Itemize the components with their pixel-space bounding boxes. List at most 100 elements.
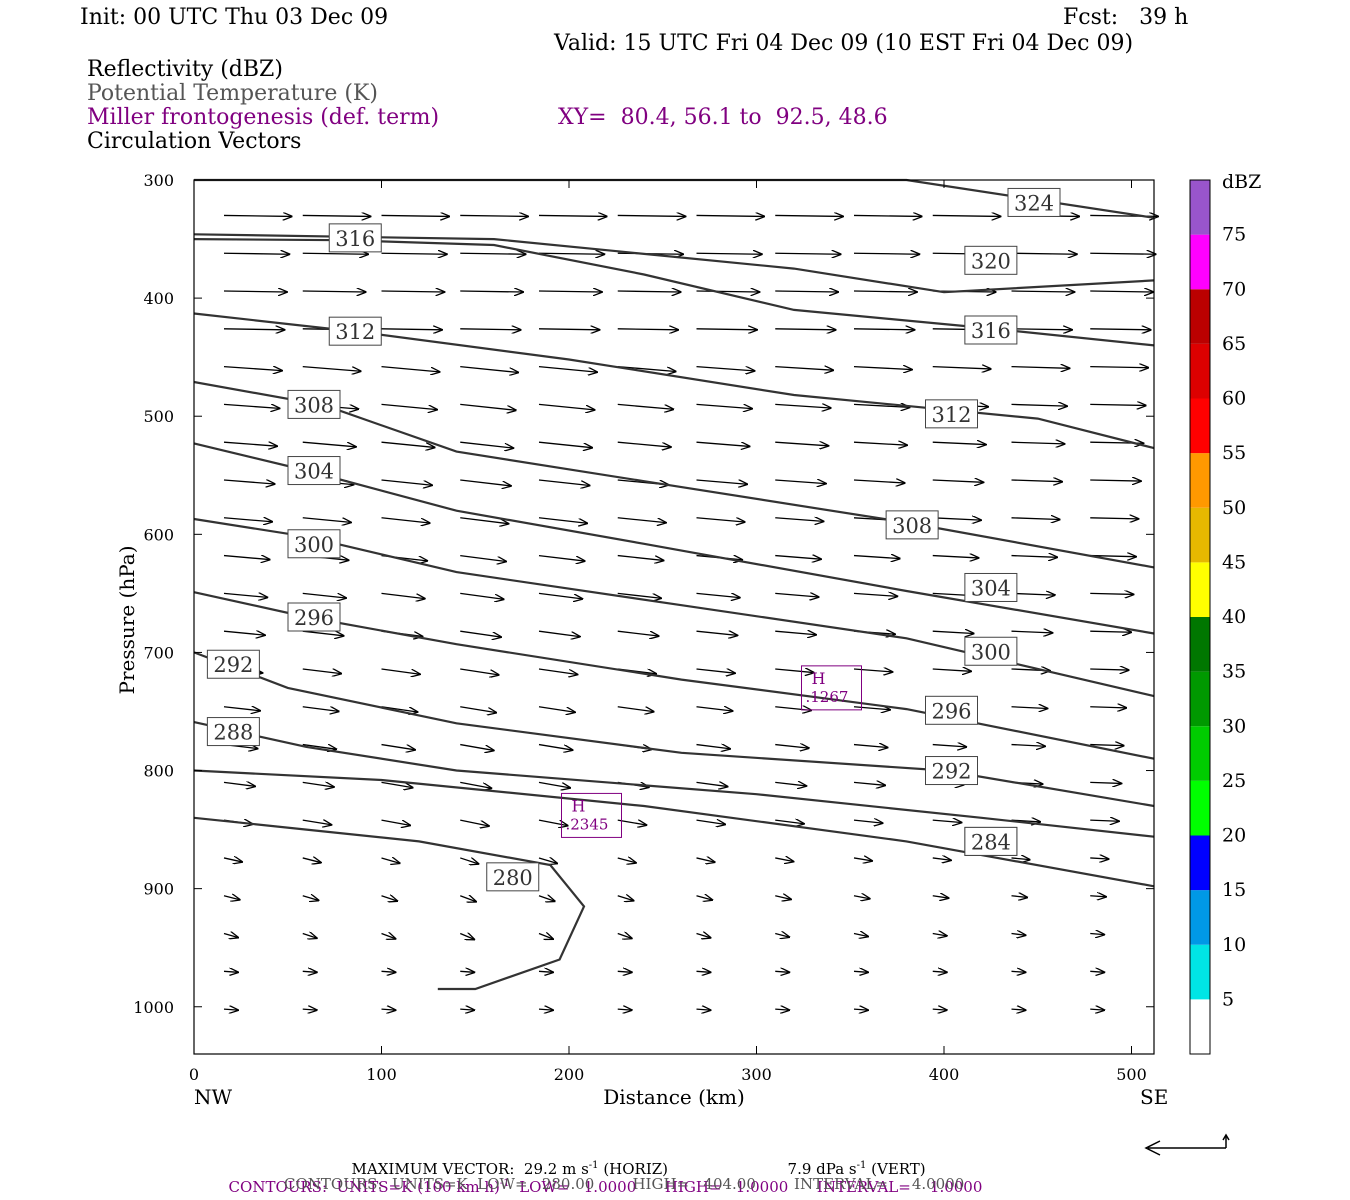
circulation-vector bbox=[538, 403, 594, 409]
circulation-vector bbox=[617, 441, 671, 447]
colorbar-tick-label: 10 bbox=[1222, 934, 1246, 956]
circulation-vector bbox=[1090, 518, 1138, 519]
contour-label: 280 bbox=[493, 866, 533, 890]
valid-time: Valid: 15 UTC Fri 04 Dec 09 (10 EST Fri … bbox=[554, 31, 1134, 56]
max-vector-exponent: -1 bbox=[588, 1160, 599, 1171]
circulation-vector bbox=[1090, 253, 1155, 254]
circulation-vector bbox=[696, 441, 750, 446]
circulation-vector bbox=[853, 820, 883, 823]
circulation-vector bbox=[617, 934, 632, 939]
contour-label-box bbox=[925, 695, 978, 725]
circulation-vector bbox=[1011, 291, 1075, 292]
circulation-vector bbox=[853, 934, 868, 937]
circulation-vector bbox=[696, 291, 760, 292]
contour-label: 292 bbox=[931, 760, 971, 784]
circulation-vector bbox=[696, 365, 755, 371]
colorbar-band bbox=[1190, 671, 1210, 727]
max-vector-text: MAXIMUM VECTOR: 29.2 m s bbox=[351, 1160, 589, 1178]
circulation-vector bbox=[1011, 329, 1072, 330]
circulation-vector bbox=[381, 517, 430, 523]
circulation-vector bbox=[302, 706, 339, 712]
contour-label-box bbox=[486, 862, 540, 892]
circulation-vector bbox=[775, 782, 806, 786]
circulation-vector bbox=[932, 896, 949, 898]
frontogenesis-max-box bbox=[801, 665, 862, 711]
circulation-vector bbox=[1090, 971, 1104, 972]
circulation-vector bbox=[223, 215, 292, 216]
x-tick-label: 0 bbox=[189, 1065, 199, 1084]
circulation-vector bbox=[1011, 593, 1055, 595]
circulation-vector bbox=[696, 858, 715, 862]
contour-label-box bbox=[328, 316, 382, 346]
footer-max-vert: 7.9 dPa s-1 (VERT) bbox=[778, 1140, 926, 1178]
reference-vector-icon bbox=[1144, 1133, 1230, 1156]
circulation-vector bbox=[302, 668, 341, 674]
circulation-vector bbox=[696, 896, 713, 900]
circulation-vector bbox=[853, 971, 868, 972]
colorbar-tick-label: 60 bbox=[1222, 388, 1246, 410]
forecast-hour: Fcst: 39 h bbox=[1063, 5, 1189, 30]
circulation-vector bbox=[696, 782, 728, 786]
circulation-vector bbox=[1011, 631, 1053, 633]
circulation-vector bbox=[302, 934, 317, 939]
theta-contour-292 bbox=[193, 651, 1155, 808]
colorbar-tick-label: 45 bbox=[1222, 551, 1246, 573]
colorbar-band bbox=[1190, 726, 1210, 781]
reflectivity-colorbar: 5 10 15 20 25 30 35 40 45 50 55 60 65 70 75 dBZ bbox=[1189, 171, 1261, 1055]
contour-label-box bbox=[964, 636, 1018, 666]
contours1-exponent: -1 bbox=[499, 1178, 510, 1189]
circulation-vector bbox=[617, 403, 673, 409]
circulation-vector bbox=[223, 934, 238, 938]
circulation-vector bbox=[381, 329, 442, 330]
circulation-vector bbox=[1011, 367, 1070, 369]
circulation-vectors bbox=[223, 215, 1158, 1010]
contour-label: 288 bbox=[213, 721, 253, 745]
circulation-vector bbox=[460, 592, 503, 599]
circulation-vector bbox=[1011, 745, 1045, 747]
colorbar-band bbox=[1190, 944, 1210, 1000]
circulation-vector bbox=[932, 442, 986, 444]
circulation-vector bbox=[381, 668, 420, 674]
circulation-vector bbox=[853, 253, 919, 254]
circulation-vector bbox=[932, 556, 979, 558]
circulation-vector bbox=[223, 329, 284, 330]
circulation-vector bbox=[696, 707, 733, 711]
circulation-vector bbox=[538, 291, 602, 292]
circulation-vector bbox=[460, 554, 506, 562]
circulation-vector bbox=[696, 669, 735, 673]
contour-label-box bbox=[964, 245, 1018, 275]
circulation-vector bbox=[932, 858, 951, 860]
circulation-vector bbox=[696, 745, 730, 749]
contour-label-box bbox=[287, 389, 341, 419]
circulation-vector bbox=[775, 291, 838, 292]
circulation-vector bbox=[381, 253, 447, 254]
circulation-vector bbox=[381, 215, 450, 216]
colorbar-band bbox=[1190, 835, 1210, 891]
circulation-vector bbox=[381, 403, 437, 409]
circulation-vector bbox=[460, 743, 493, 751]
circulation-vector bbox=[460, 365, 518, 373]
circulation-vector bbox=[302, 291, 366, 292]
circulation-vector bbox=[1011, 442, 1065, 444]
circulation-vector bbox=[775, 556, 821, 560]
colorbar-tick-label: 50 bbox=[1222, 497, 1246, 519]
circulation-vector bbox=[696, 329, 757, 330]
colorbar-unit: dBZ bbox=[1222, 171, 1261, 193]
circulation-vector bbox=[853, 442, 907, 445]
field-reflectivity: Reflectivity (dBZ) bbox=[87, 57, 283, 82]
max-vert-text: 7.9 dPa s bbox=[787, 1160, 857, 1178]
y-tick-label: 800 bbox=[143, 762, 174, 781]
circulation-vector bbox=[617, 971, 632, 972]
circulation-vector bbox=[932, 518, 981, 520]
circulation-vector bbox=[381, 291, 445, 292]
circulation-vector bbox=[1090, 593, 1133, 594]
plot-frame bbox=[193, 179, 1155, 1055]
footer-max-vector: MAXIMUM VECTOR: 29.2 m s-1 (HORIZ) bbox=[342, 1140, 669, 1178]
circulation-vector bbox=[1090, 707, 1126, 708]
circulation-vector bbox=[538, 781, 570, 787]
circulation-vector bbox=[538, 896, 555, 901]
contour-label-box bbox=[328, 223, 382, 253]
colorbar-band bbox=[1190, 289, 1210, 344]
circulation-vector bbox=[223, 556, 270, 560]
